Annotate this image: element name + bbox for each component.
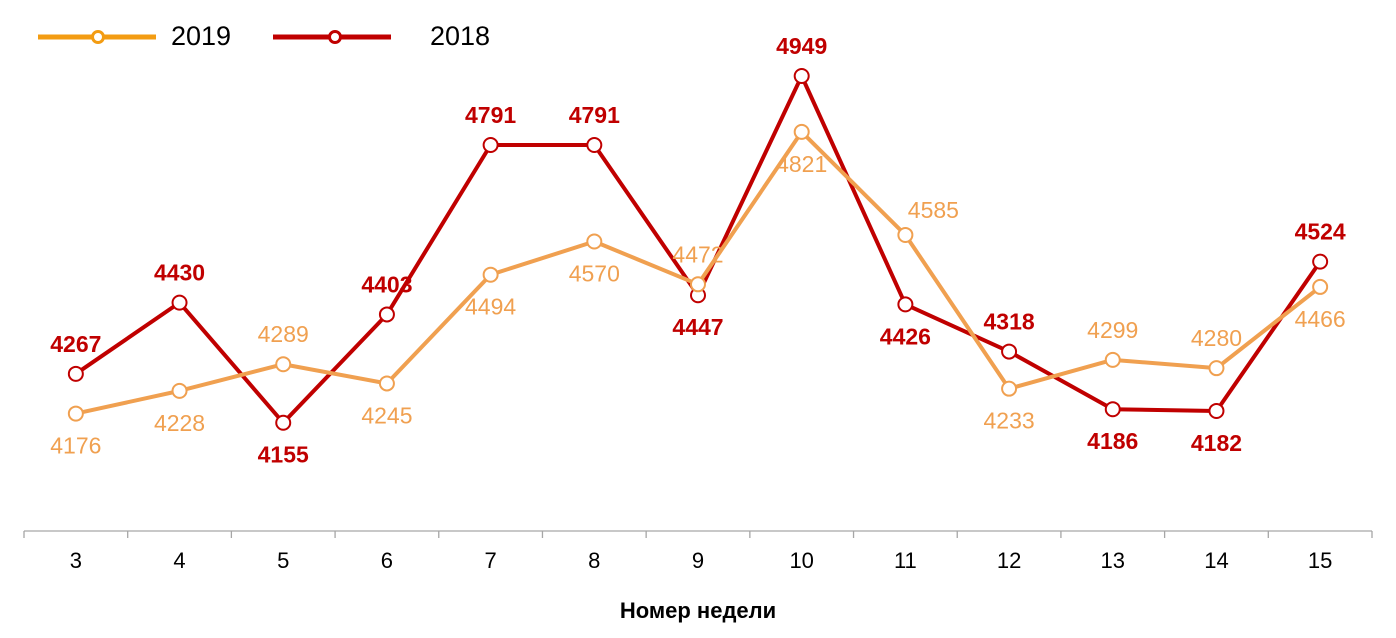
data-label: 4426 bbox=[880, 323, 931, 349]
x-tick-label: 6 bbox=[381, 548, 393, 573]
line-marker-icon bbox=[38, 30, 156, 44]
data-point[interactable] bbox=[482, 266, 499, 283]
data-label: 4233 bbox=[983, 408, 1034, 434]
data-point[interactable] bbox=[67, 405, 84, 422]
x-tick-label: 5 bbox=[277, 548, 289, 573]
data-label: 4280 bbox=[1191, 325, 1242, 351]
x-tick-label: 7 bbox=[484, 548, 496, 573]
data-label: 4494 bbox=[465, 294, 516, 320]
x-tick-label: 4 bbox=[173, 548, 185, 573]
data-label: 4524 bbox=[1295, 219, 1346, 245]
series-line-2019 bbox=[75, 129, 1322, 416]
data-point[interactable] bbox=[482, 137, 499, 153]
x-tick-label: 13 bbox=[1101, 548, 1125, 573]
legend-label: 2019 bbox=[171, 21, 232, 51]
data-point[interactable] bbox=[586, 137, 603, 153]
data-labels: 4176 4228 4289 4245 4494 4570 4472 4821 4585 4233… bbox=[50, 33, 1346, 468]
x-tick-label: 12 bbox=[997, 548, 1021, 573]
x-tick-label: 14 bbox=[1204, 548, 1228, 573]
data-point[interactable] bbox=[67, 365, 84, 382]
data-point[interactable] bbox=[171, 294, 188, 311]
data-label: 4430 bbox=[154, 260, 205, 286]
legend-label: 2018 bbox=[430, 21, 491, 51]
x-tick-label: 15 bbox=[1308, 548, 1332, 573]
data-point[interactable] bbox=[1104, 401, 1121, 418]
data-label: 4791 bbox=[569, 102, 620, 128]
data-point[interactable] bbox=[1001, 343, 1018, 360]
x-axis-title: Номер недели bbox=[619, 598, 777, 623]
data-label: 4299 bbox=[1087, 317, 1138, 343]
data-point[interactable] bbox=[378, 306, 395, 323]
data-point[interactable] bbox=[897, 296, 914, 313]
data-point[interactable] bbox=[1208, 360, 1225, 377]
data-point[interactable] bbox=[275, 356, 292, 373]
data-point[interactable] bbox=[1312, 253, 1329, 270]
data-point[interactable] bbox=[171, 382, 188, 399]
data-label: 4472 bbox=[672, 241, 723, 267]
data-label: 4447 bbox=[672, 314, 723, 340]
x-tick-label: 11 bbox=[894, 548, 917, 573]
x-tick-label: 10 bbox=[789, 548, 813, 573]
line-marker-icon bbox=[273, 30, 391, 44]
data-point[interactable] bbox=[1208, 402, 1225, 419]
data-point[interactable] bbox=[1001, 380, 1018, 397]
data-point[interactable] bbox=[586, 233, 603, 250]
x-axis: 3 4 5 6 7 8 9 10 11 12 13 14 15 bbox=[23, 530, 1373, 573]
data-label: 4155 bbox=[258, 442, 309, 468]
data-label: 4186 bbox=[1087, 428, 1138, 454]
data-label: 4228 bbox=[154, 410, 205, 436]
data-label: 4570 bbox=[569, 261, 620, 287]
data-label: 4318 bbox=[983, 309, 1034, 335]
data-label: 4289 bbox=[258, 321, 309, 347]
data-label: 4245 bbox=[361, 402, 412, 428]
data-label: 4176 bbox=[50, 433, 101, 459]
plot-area bbox=[67, 68, 1329, 431]
data-label: 4466 bbox=[1295, 306, 1346, 332]
data-point[interactable] bbox=[793, 68, 810, 84]
x-tick-label: 3 bbox=[70, 548, 82, 573]
data-label: 4791 bbox=[465, 102, 516, 128]
data-label: 4403 bbox=[361, 271, 412, 297]
data-point[interactable] bbox=[793, 123, 810, 140]
data-label: 4182 bbox=[1191, 430, 1242, 456]
data-point[interactable] bbox=[1312, 278, 1329, 295]
data-point[interactable] bbox=[1104, 351, 1121, 368]
x-tick-label: 8 bbox=[588, 548, 600, 573]
data-label: 4821 bbox=[776, 151, 827, 177]
data-point[interactable] bbox=[275, 414, 292, 431]
data-label: 4949 bbox=[776, 33, 827, 59]
data-point[interactable] bbox=[378, 375, 395, 392]
data-label: 4585 bbox=[908, 197, 959, 223]
legend-item-2019[interactable]: 2019 bbox=[38, 18, 258, 58]
data-point[interactable] bbox=[897, 226, 914, 243]
data-point[interactable] bbox=[690, 276, 706, 293]
x-tick-label: 9 bbox=[692, 548, 704, 573]
data-label: 4267 bbox=[50, 331, 101, 357]
legend-item-2018[interactable]: 2018 bbox=[273, 18, 513, 58]
